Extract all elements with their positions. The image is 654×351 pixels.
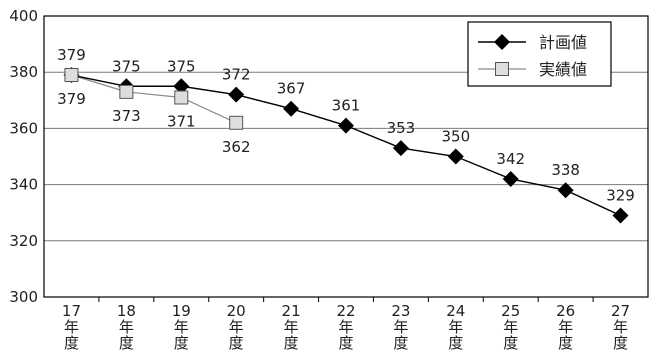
x-tick-label: 19 年度 — [172, 302, 191, 351]
y-tick-label: 380 — [9, 63, 38, 81]
data-label-actual: 379 — [57, 90, 86, 108]
data-point-plan — [447, 148, 464, 165]
data-label-plan: 367 — [277, 80, 306, 98]
data-point-plan — [338, 117, 354, 134]
axes: 300 320 340 360 380 400 17 年度 18 年度 19 年度 20 年度 21 年度 22… — [9, 7, 649, 351]
data-label-actual: 371 — [167, 112, 196, 130]
x-tick-label: 26 年度 — [556, 302, 575, 351]
data-point-plan — [392, 140, 409, 157]
legend-marker-diamond — [494, 34, 510, 50]
data-point-actual — [174, 90, 189, 105]
data-label-plan: 329 — [606, 187, 635, 205]
y-tick-label: 360 — [9, 119, 38, 137]
data-point-actual — [119, 84, 134, 99]
x-tick-label: 24 年度 — [446, 302, 465, 351]
x-tick-label: 18 年度 — [117, 302, 136, 351]
data-label-plan: 375 — [167, 57, 196, 75]
data-label-plan: 361 — [332, 97, 361, 115]
data-point-actual — [64, 68, 79, 83]
x-tick-label: 17 年度 — [62, 302, 81, 351]
x-tick-label: 23 年度 — [391, 302, 410, 351]
data-label-plan: 342 — [496, 150, 525, 168]
legend-label: 計画値 — [539, 33, 587, 52]
data-label-plan: 353 — [387, 119, 416, 137]
x-tick-label: 22 年度 — [336, 302, 355, 351]
y-tick-label: 300 — [9, 288, 38, 306]
data-label-actual: 362 — [222, 138, 251, 156]
x-tick-label: 25 年度 — [501, 302, 520, 351]
legend-marker-square — [495, 62, 509, 76]
y-tick-label: 400 — [9, 7, 38, 25]
legend-label: 実績値 — [539, 60, 587, 79]
data-points — [63, 67, 629, 224]
plot-frame — [43, 15, 649, 298]
data-point-plan — [283, 100, 300, 117]
data-point-plan — [612, 207, 629, 224]
data-label-plan: 375 — [112, 57, 141, 75]
data-label-actual: 373 — [112, 107, 141, 125]
data-labels: 379 375 375 372 367 361 353 350 342 338 329 379 373 3… — [57, 46, 635, 205]
data-label-plan: 350 — [441, 128, 470, 146]
data-label-plan: 338 — [551, 161, 580, 179]
x-tick-label: 27 年度 — [611, 302, 630, 351]
data-point-plan — [228, 86, 245, 103]
data-point-actual — [229, 115, 244, 130]
x-tick-label: 20 年度 — [227, 302, 246, 351]
data-label-plan: 379 — [57, 46, 86, 64]
x-tick-label: 21 年度 — [282, 302, 301, 351]
series-line-actual — [71, 74, 237, 124]
data-point-plan — [173, 78, 190, 95]
data-point-plan — [557, 182, 574, 199]
legend-box — [467, 21, 612, 87]
data-label-plan: 372 — [222, 66, 251, 84]
y-tick-label: 320 — [9, 232, 38, 250]
data-point-plan — [502, 170, 519, 187]
y-tick-label: 340 — [9, 176, 38, 194]
